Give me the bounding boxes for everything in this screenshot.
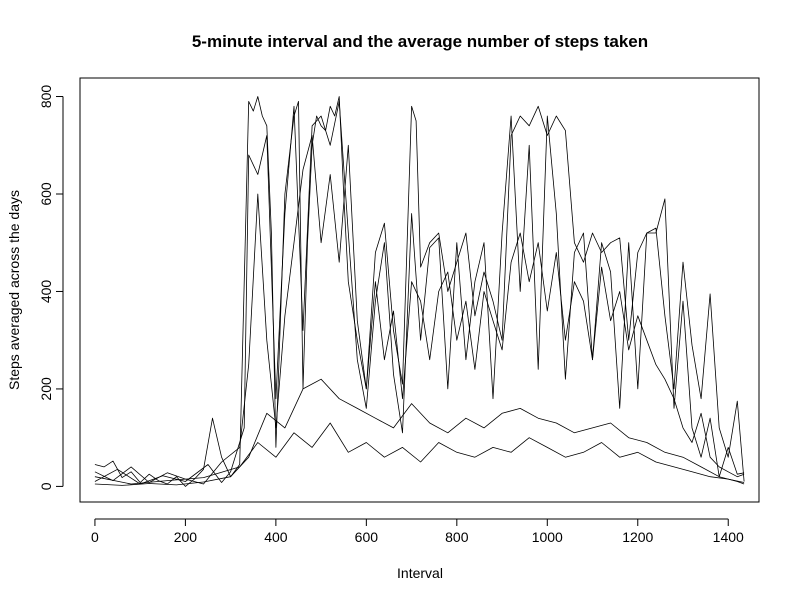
series-line-4	[94, 378, 745, 486]
y-tick-label: 200	[38, 377, 54, 401]
series-line-3	[94, 135, 745, 485]
x-tick-label: 1200	[622, 529, 653, 545]
series-line-5	[94, 422, 745, 485]
x-tick-label: 1400	[713, 529, 744, 545]
chart-title: 5-minute interval and the average number…	[192, 32, 648, 51]
x-axis-title: Interval	[397, 565, 443, 581]
y-tick-label: 800	[38, 85, 54, 109]
y-tick-label: 400	[38, 280, 54, 304]
y-axis-title: Steps averaged across the days	[6, 190, 22, 390]
y-tick-label: 600	[38, 182, 54, 206]
series-line-1	[94, 96, 745, 487]
x-axis: 0 200 400 600 800 1000 1200 1400	[91, 518, 744, 545]
x-tick-label: 600	[355, 529, 379, 545]
series-line-2	[94, 101, 745, 485]
series-group	[94, 96, 745, 487]
y-tick-label: 0	[38, 482, 54, 490]
x-tick-label: 1000	[532, 529, 563, 545]
x-tick-label: 0	[91, 529, 99, 545]
x-tick-label: 200	[174, 529, 198, 545]
x-tick-label: 800	[445, 529, 469, 545]
x-tick-label: 400	[264, 529, 288, 545]
y-axis: 0 200 400 600 800	[38, 85, 64, 490]
plot-frame	[79, 77, 760, 503]
